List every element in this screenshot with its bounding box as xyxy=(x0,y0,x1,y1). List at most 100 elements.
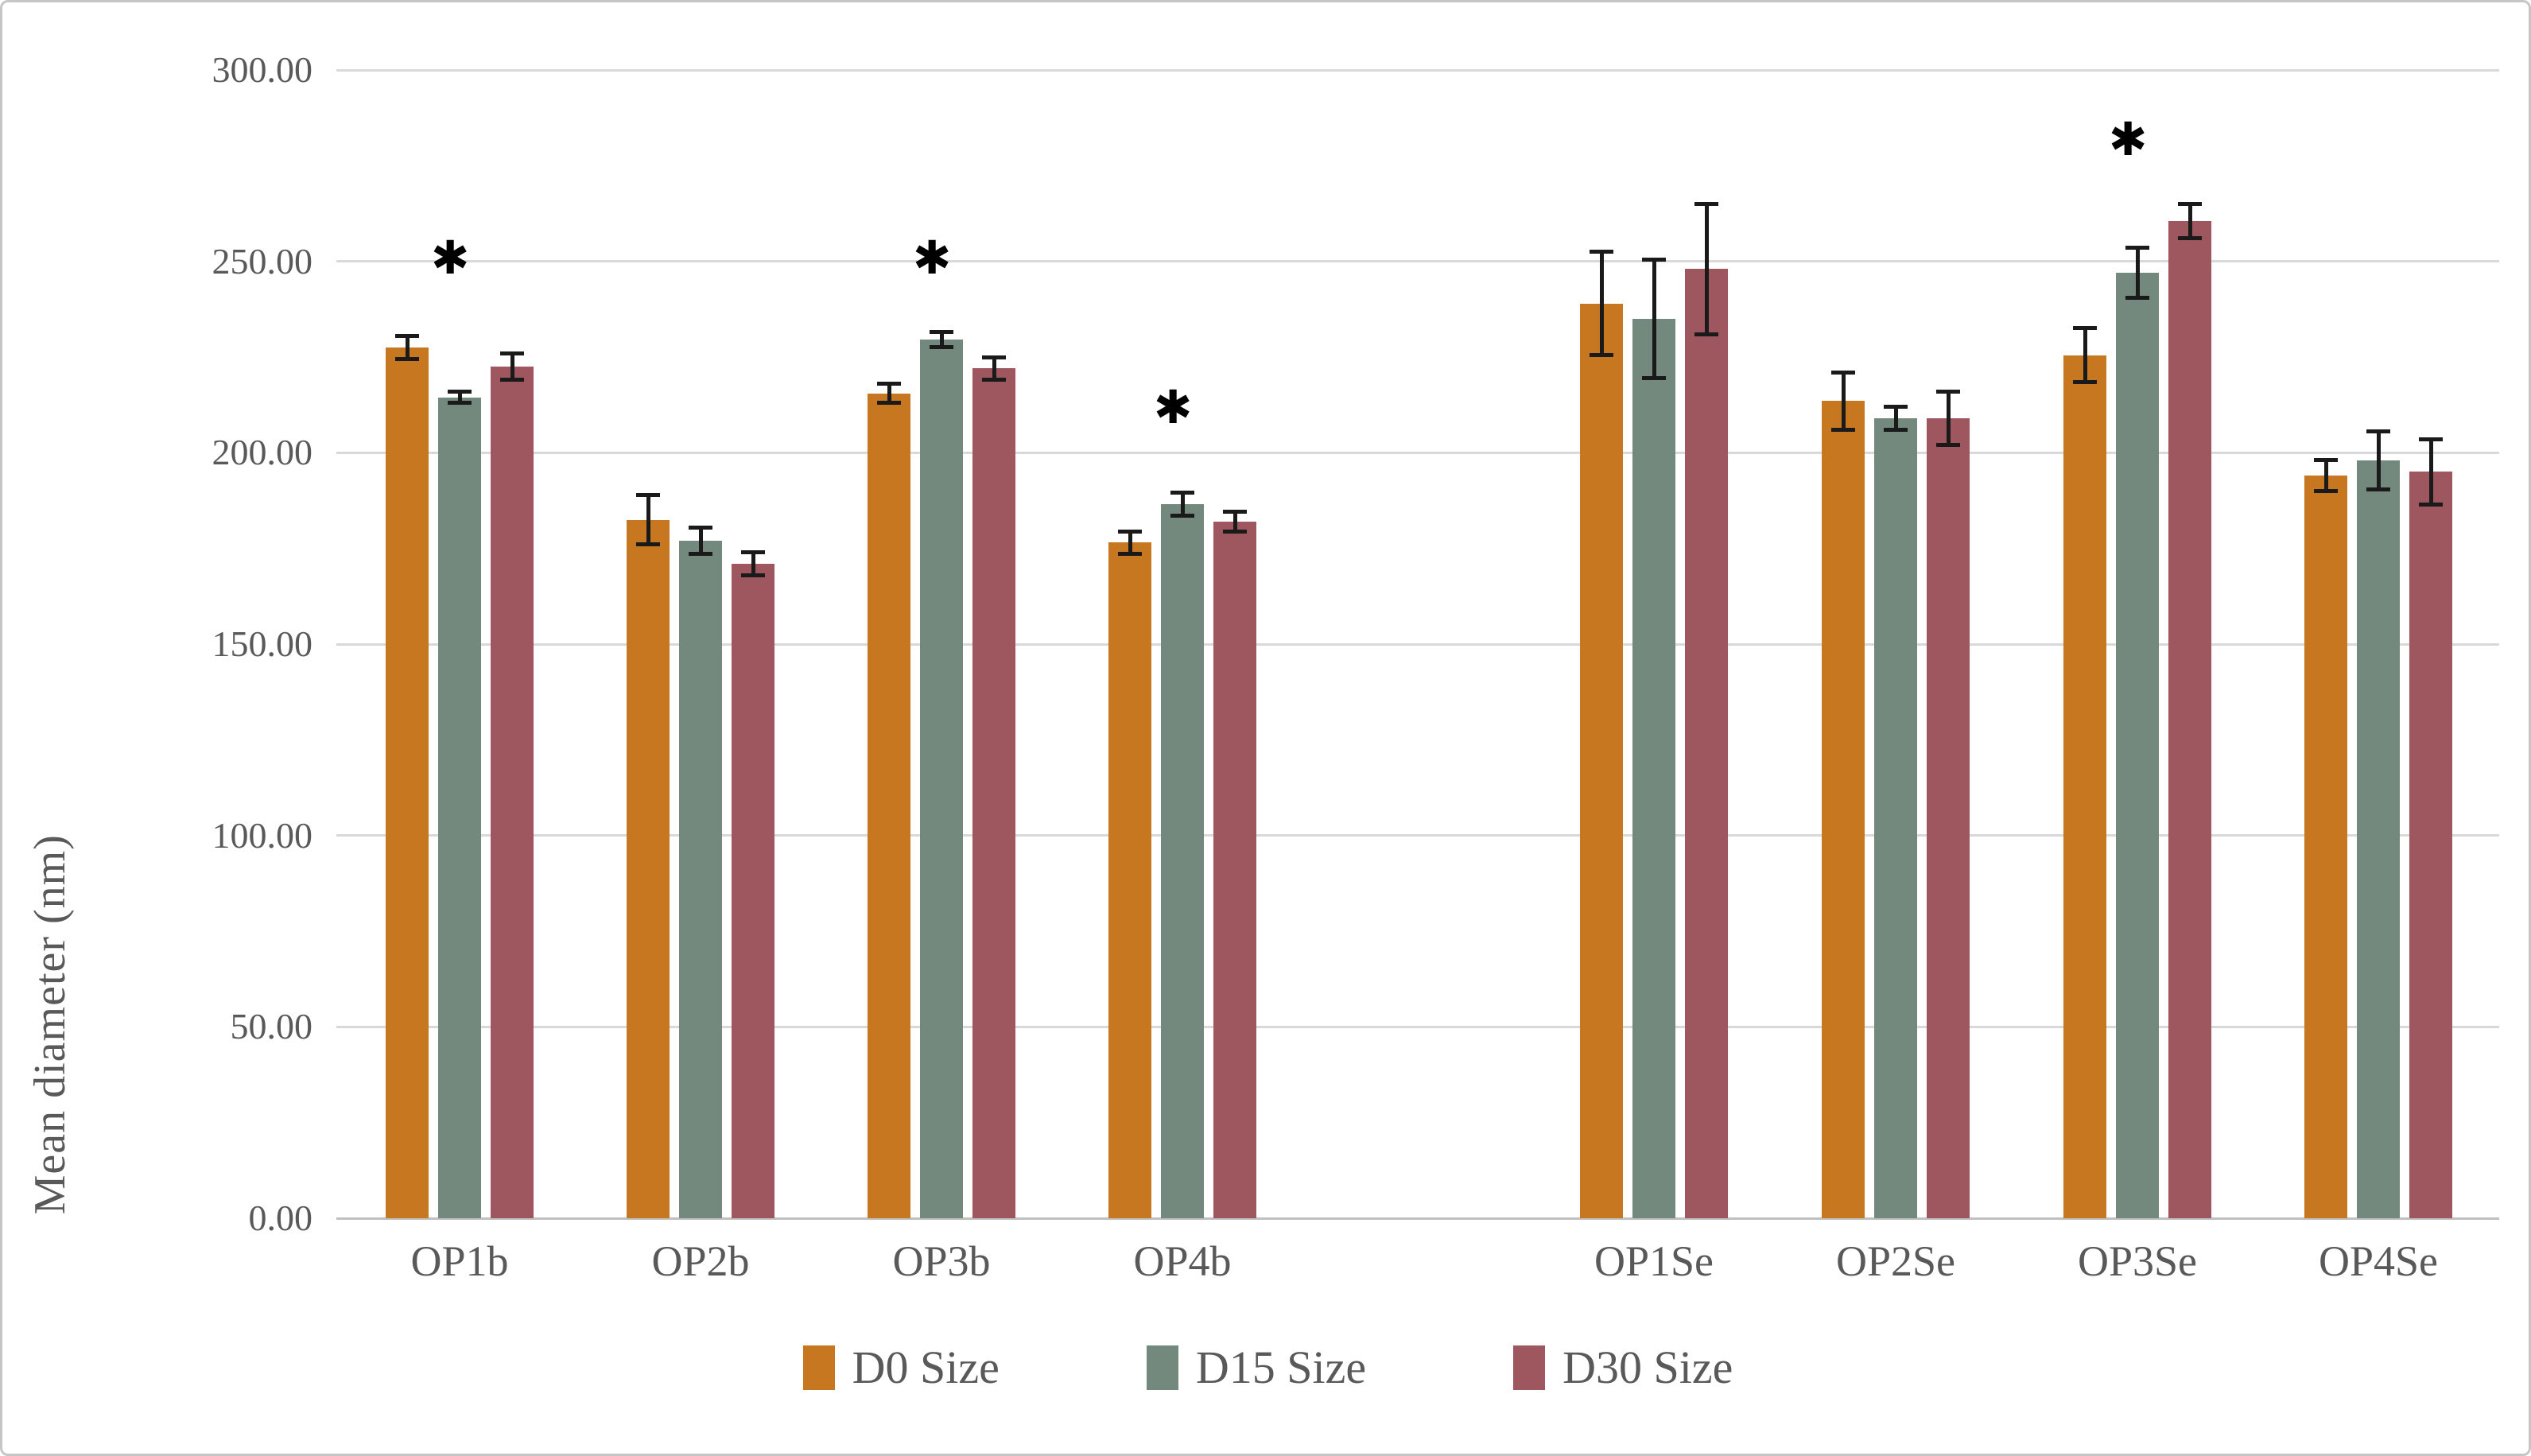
legend: D0 Size D15 Size D30 Size xyxy=(2,1341,2529,1393)
error-cap-bottom xyxy=(741,573,765,577)
error-cap-bottom xyxy=(636,542,660,547)
gridline-100 xyxy=(336,834,2499,837)
error-bar-op1se-s0 xyxy=(1599,251,1604,355)
error-cap-bottom xyxy=(1170,514,1194,518)
error-bar-op4b-s2 xyxy=(1233,511,1237,531)
error-bar-op2b-s0 xyxy=(646,495,650,545)
gridline-200 xyxy=(336,451,2499,454)
error-cap-top xyxy=(1118,529,1142,534)
error-cap-bottom xyxy=(2125,295,2149,300)
error-bar-op2se-s0 xyxy=(1841,372,1846,430)
error-cap-top xyxy=(1223,510,1247,514)
bar-d30-size-op1b xyxy=(491,367,534,1218)
legend-swatch-d30-size xyxy=(1513,1345,1546,1390)
legend-item-d0-size: D0 Size xyxy=(802,1341,1000,1393)
error-bar-op2b-s1 xyxy=(698,527,703,554)
legend-item-d15-size: D15 Size xyxy=(1146,1341,1367,1393)
bar-d30-size-op3b xyxy=(972,368,1015,1218)
error-bar-op4b-s0 xyxy=(1128,531,1132,554)
error-cap-bottom xyxy=(1831,427,1855,432)
legend-swatch-d15-size xyxy=(1146,1345,1178,1390)
x-label-op2se: OP2Se xyxy=(1835,1237,1956,1285)
y-tick-150: 150.00 xyxy=(212,623,313,664)
error-cap-top xyxy=(1936,389,1960,394)
error-cap-top xyxy=(395,334,419,339)
y-tick-50: 50.00 xyxy=(230,1006,313,1047)
bar-d15-size-op4se xyxy=(2357,460,2400,1218)
x-label-op3b: OP3b xyxy=(892,1237,991,1285)
bar-d0-size-op4se xyxy=(2304,476,2347,1218)
gridline-0 xyxy=(336,1217,2499,1220)
bar-d15-size-op4b xyxy=(1161,504,1204,1218)
bar-d15-size-op3se xyxy=(2116,273,2159,1218)
legend-item-d30-size: D30 Size xyxy=(1513,1345,1733,1391)
bar-d0-size-op2se xyxy=(1822,401,1865,1218)
y-tick-100: 100.00 xyxy=(212,814,313,856)
error-cap-top xyxy=(930,330,953,335)
error-bar-op3b-s0 xyxy=(887,383,891,403)
error-bar-op1b-s2 xyxy=(510,353,514,380)
x-label-op3se: OP3Se xyxy=(2077,1237,2198,1285)
error-cap-top xyxy=(636,492,660,497)
error-bar-op1se-s1 xyxy=(1652,259,1656,379)
y-tick-250: 250.00 xyxy=(212,240,313,281)
error-cap-top xyxy=(1170,491,1194,495)
gridline-150 xyxy=(336,643,2499,646)
error-cap-top xyxy=(1642,257,1666,262)
error-bar-op4b-s1 xyxy=(1180,492,1185,516)
error-cap-bottom xyxy=(2366,487,2390,491)
bar-d15-size-op3b xyxy=(920,340,963,1218)
error-bar-op1b-s0 xyxy=(405,336,410,359)
error-cap-bottom xyxy=(2073,379,2097,384)
error-bar-op3se-s0 xyxy=(2083,328,2087,382)
error-bar-op2se-s1 xyxy=(1893,406,1898,430)
x-label-op1se: OP1Se xyxy=(1594,1237,1714,1285)
bar-d15-size-op2se xyxy=(1874,418,1917,1218)
error-cap-top xyxy=(2178,201,2202,206)
error-cap-top xyxy=(2314,458,2338,463)
error-cap-top xyxy=(741,549,765,554)
error-bar-op4se-s1 xyxy=(2376,431,2381,490)
x-label-op4b: OP4b xyxy=(1133,1237,1232,1285)
error-cap-bottom xyxy=(2419,502,2443,507)
legend-label-d15-size: D15 Size xyxy=(1195,1341,1367,1393)
error-bar-op3se-s2 xyxy=(2187,204,2192,239)
error-cap-top xyxy=(2419,437,2443,441)
error-bar-op3b-s2 xyxy=(992,357,996,380)
bar-d30-size-op1se xyxy=(1685,269,1728,1218)
legend-label-d0-size: D0 Size xyxy=(852,1341,1000,1393)
bar-d0-size-op1se xyxy=(1580,303,1623,1218)
error-cap-bottom xyxy=(1694,332,1718,336)
bar-d30-size-op4se xyxy=(2409,472,2452,1218)
bar-d30-size-op2b xyxy=(732,563,774,1218)
bar-d15-size-op1se xyxy=(1632,318,1675,1218)
error-cap-top xyxy=(689,525,712,530)
bar-d0-size-op3b xyxy=(868,393,910,1218)
bar-d0-size-op3se xyxy=(2063,355,2106,1218)
bar-d30-size-op4b xyxy=(1213,521,1256,1218)
bar-d15-size-op1b xyxy=(438,397,481,1218)
error-cap-bottom xyxy=(1884,427,1908,432)
error-bar-op1b-s1 xyxy=(457,391,462,403)
error-cap-top xyxy=(982,355,1006,359)
asterisk-op3b: ✱ xyxy=(912,230,952,285)
error-cap-bottom xyxy=(982,378,1006,382)
gridline-50 xyxy=(336,1025,2499,1028)
error-cap-top xyxy=(448,389,472,394)
error-bar-op2b-s2 xyxy=(751,552,755,576)
bar-d0-size-op1b xyxy=(386,347,429,1218)
error-bar-op1se-s2 xyxy=(1704,204,1709,335)
bar-d0-size-op4b xyxy=(1108,542,1151,1218)
error-cap-bottom xyxy=(1936,443,1960,448)
error-cap-top xyxy=(1590,250,1613,254)
legend-label-d30-size: D30 Size xyxy=(1562,1341,1733,1393)
error-cap-top xyxy=(1831,370,1855,375)
error-cap-bottom xyxy=(877,401,901,406)
gridline-300 xyxy=(336,68,2499,72)
legend-swatch-d0-size xyxy=(802,1345,835,1390)
x-label-op4se: OP4Se xyxy=(2318,1237,2439,1285)
y-tick-0: 0.00 xyxy=(248,1198,313,1238)
bar-d30-size-op3se xyxy=(2168,221,2211,1218)
error-cap-top xyxy=(1884,405,1908,410)
